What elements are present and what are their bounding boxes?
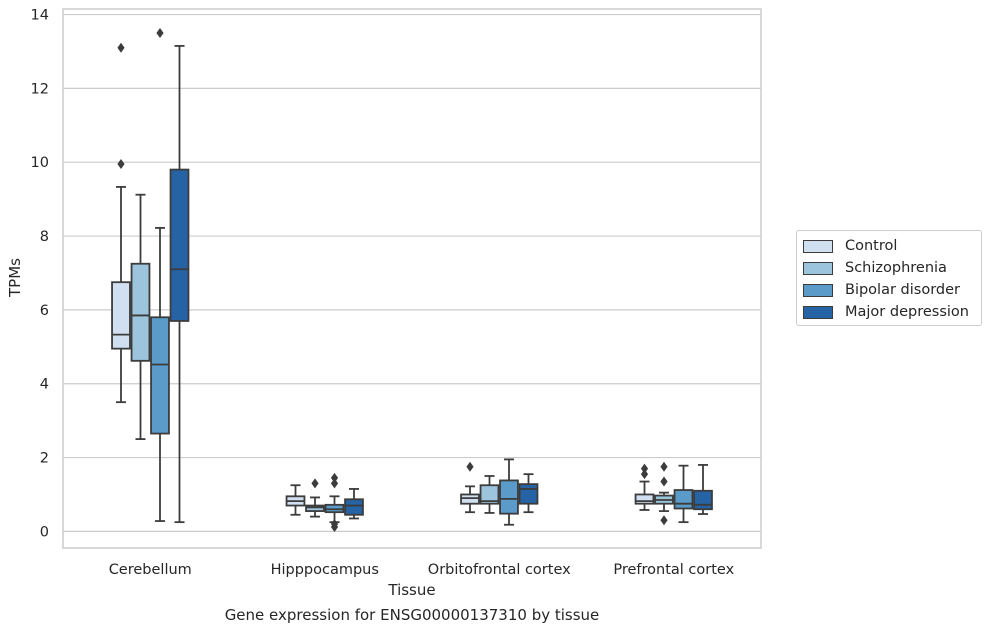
plot-frame <box>62 8 762 549</box>
legend-item-control: Control <box>803 236 897 256</box>
box <box>344 498 364 516</box>
y-axis-label: TPMs <box>6 258 24 298</box>
x-tick-label: Orbitofrontal cortex <box>428 562 571 578</box>
outlier-point <box>330 472 339 483</box>
box <box>130 262 151 362</box>
x-tick-label: Prefrontal cortex <box>613 562 734 578</box>
outlier-point <box>640 463 649 474</box>
y-tick-label: 12 <box>31 81 49 97</box>
legend-label-bipolar-disorder: Bipolar disorder <box>845 282 960 298</box>
box <box>518 483 539 505</box>
y-tick-label: 6 <box>40 303 49 319</box>
outlier-point <box>640 469 649 480</box>
box <box>673 489 694 510</box>
box <box>150 316 170 435</box>
outlier-point <box>660 515 668 526</box>
legend-label-major-depression: Major depression <box>845 304 969 320</box>
y-tick-label: 10 <box>31 155 49 171</box>
box <box>634 493 655 505</box>
legend-label-schizophrenia: Schizophrenia <box>845 260 947 276</box>
legend-swatch-control <box>803 239 833 253</box>
legend-item-schizophrenia: Schizophrenia <box>803 258 947 278</box>
box <box>169 168 190 322</box>
y-tick-label: 4 <box>40 377 49 393</box>
y-tick-label: 8 <box>40 229 49 245</box>
legend: Control Schizophrenia Bipolar disorder M… <box>796 230 982 326</box>
legend-swatch-bipolar-disorder <box>803 283 833 297</box>
figure-caption: Gene expression for ENSG00000137310 by t… <box>224 606 600 624</box>
outlier-point <box>330 478 339 489</box>
x-tick-label: Cerebellum <box>109 562 192 578</box>
outlier-point <box>660 476 668 487</box>
outlier-point <box>660 461 668 472</box>
legend-swatch-schizophrenia <box>803 261 833 275</box>
y-tick-label: 0 <box>40 524 49 540</box>
outlier-point <box>466 461 474 472</box>
y-tick-label: 14 <box>31 8 49 24</box>
outlier-point <box>330 519 339 530</box>
box <box>499 479 519 515</box>
box <box>479 484 500 505</box>
box <box>460 493 480 505</box>
outlier-point <box>117 42 125 53</box>
box <box>693 489 713 511</box>
y-tick-label: 2 <box>40 451 49 467</box>
outlier-point <box>117 159 125 170</box>
outlier-point <box>156 27 164 38</box>
legend-label-control: Control <box>845 238 898 254</box>
x-tick-label: Hipppocampus <box>271 562 379 578</box>
box <box>305 504 325 512</box>
legend-item-bipolar-disorder: Bipolar disorder <box>803 280 960 300</box>
x-axis-label: Tissue <box>387 581 435 599</box>
legend-swatch-major-depression <box>803 305 833 319</box>
legend-item-major-depression: Major depression <box>803 302 969 322</box>
outlier-point <box>311 478 319 489</box>
box <box>111 281 131 350</box>
